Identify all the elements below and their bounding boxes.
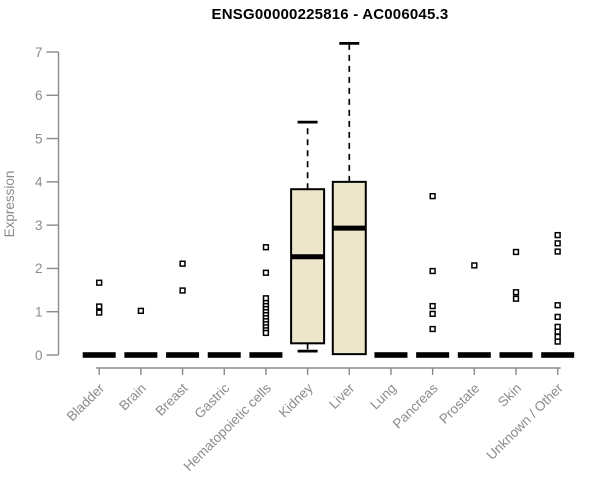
outlier-point <box>429 302 436 310</box>
x-tick-label: Prostate <box>436 381 482 427</box>
box <box>290 188 326 345</box>
outlier-point <box>554 328 561 335</box>
outlier-point <box>96 279 103 286</box>
outlier-point <box>179 287 186 294</box>
x-tick-label: Lung <box>367 381 399 413</box>
x-tick-label: Breast <box>152 380 190 418</box>
outlier-point <box>96 309 103 316</box>
outlier-point <box>554 338 561 345</box>
x-tick-label: Pancreas <box>390 380 441 431</box>
y-tick-label: 5 <box>35 131 43 146</box>
y-tick-label: 1 <box>35 305 43 320</box>
x-tick-label: Brain <box>116 381 149 414</box>
x-tick-label: Unknown / Other <box>484 380 567 463</box>
outlier-point <box>262 244 270 251</box>
flat-median-line <box>499 352 533 358</box>
flat-median-line <box>374 352 408 358</box>
x-tick-label: Bladder <box>64 380 108 424</box>
outlier-point <box>554 231 561 239</box>
flat-median-line <box>124 352 158 358</box>
outlier-point <box>429 325 436 333</box>
outlier-point <box>96 303 103 310</box>
flat-median-line <box>416 352 450 358</box>
x-tick-label: Skin <box>495 381 524 410</box>
outlier-point <box>554 302 561 309</box>
y-tick-label: 4 <box>35 175 43 190</box>
outlier-point <box>429 192 436 200</box>
outlier-point <box>554 248 561 255</box>
x-tick-label: Kidney <box>276 380 316 420</box>
chart-title: ENSG00000225816 - AC006045.3 <box>211 6 449 23</box>
flat-median-line <box>166 352 200 358</box>
outlier-point <box>554 240 561 247</box>
y-tick-label: 0 <box>35 348 43 363</box>
outlier-point <box>512 289 520 296</box>
outlier-point <box>429 267 436 275</box>
outlier-point <box>554 313 561 321</box>
flat-median-line <box>457 352 491 358</box>
y-tick-label: 2 <box>35 261 43 276</box>
box <box>331 180 367 356</box>
outlier-point <box>179 260 186 267</box>
outlier-point <box>262 329 270 337</box>
flat-median-line <box>82 352 116 358</box>
outlier-point <box>512 295 520 302</box>
outlier-point <box>429 310 436 318</box>
x-tick-label: Gastric <box>192 380 233 421</box>
outlier-point <box>137 307 145 314</box>
flat-median-line <box>541 352 575 358</box>
y-tick-label: 3 <box>35 218 43 233</box>
outlier-point <box>512 248 520 256</box>
outlier-point <box>471 262 478 269</box>
y-tick-label: 7 <box>35 45 43 60</box>
x-tick-label: Liver <box>326 380 358 412</box>
y-axis-title: Expression <box>2 171 17 238</box>
flat-median-line <box>207 352 241 358</box>
flat-median-line <box>249 352 283 358</box>
outlier-point <box>262 269 270 276</box>
y-tick-label: 6 <box>35 88 43 103</box>
